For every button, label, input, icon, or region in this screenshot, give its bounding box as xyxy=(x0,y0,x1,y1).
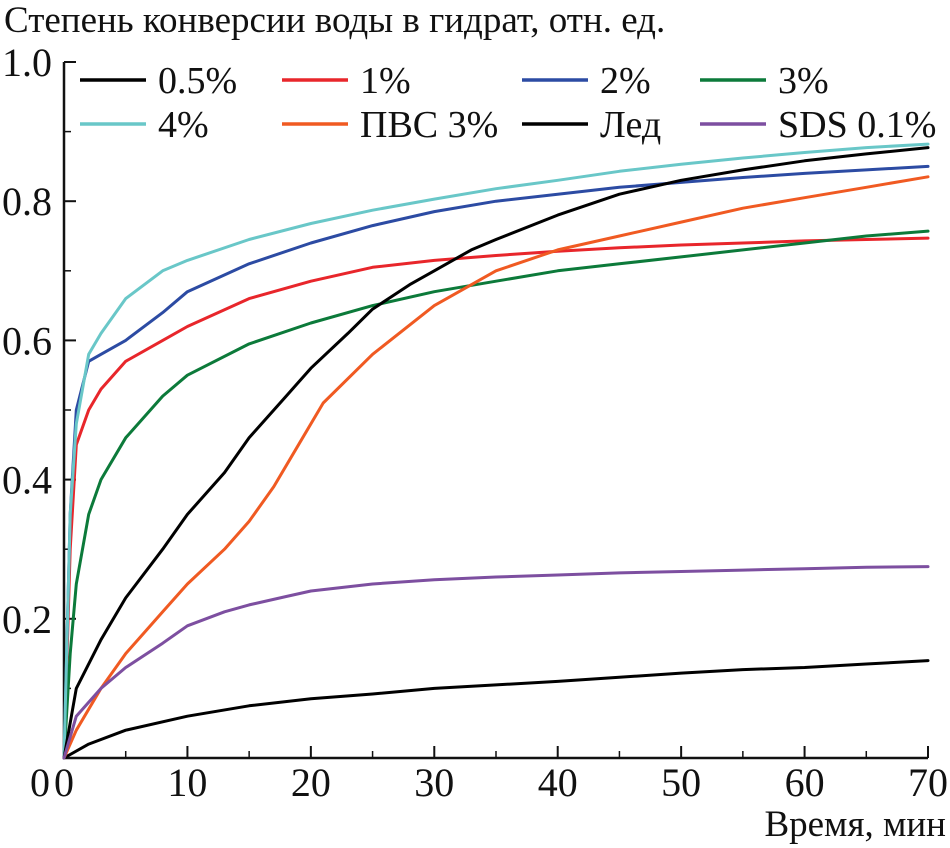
y-tick-label: 1.0 xyxy=(2,40,52,85)
x-tick-label: 60 xyxy=(785,760,825,805)
legend-label: 3% xyxy=(778,60,829,102)
legend-entry: SDS 0.1% xyxy=(700,104,936,146)
legend: 0.5% 1% 2% 3% 4% ПВС 3% Лед SDS 0.1% xyxy=(80,60,936,146)
chart-title: Степень конверсии воды в гидрат, отн. ед… xyxy=(4,0,665,41)
series-line-5 xyxy=(62,142,930,760)
plot-lines xyxy=(62,142,930,760)
series-line-4 xyxy=(62,229,930,760)
y-tick-label: 0.2 xyxy=(2,597,52,642)
x-axis-title: Время, мин xyxy=(764,804,946,845)
series-line-6 xyxy=(62,175,930,760)
series-line-2 xyxy=(62,236,930,760)
series-line-8 xyxy=(62,565,930,760)
legend-label: 2% xyxy=(600,60,651,102)
origin-tick-label: 0 xyxy=(30,760,50,805)
y-tick-label: 0.6 xyxy=(2,318,52,363)
legend-label: SDS 0.1% xyxy=(778,104,936,146)
x-tick-label: 0 xyxy=(54,760,74,805)
y-tick-label: 0.4 xyxy=(2,458,52,503)
legend-label: 0.5% xyxy=(158,60,237,102)
legend-label: 4% xyxy=(158,104,209,146)
legend-entry: 0.5% xyxy=(80,60,237,102)
axes: 0 10 20 30 40 50 60 70 0.2 0.4 0.6 0.8 1.0 0 xyxy=(2,40,948,805)
legend-entry: 1% xyxy=(282,60,411,102)
legend-label: Лед xyxy=(600,104,661,146)
legend-label: 1% xyxy=(360,60,411,102)
x-tick-label: 30 xyxy=(414,760,454,805)
x-tick-label: 20 xyxy=(291,760,331,805)
x-tick-label: 50 xyxy=(661,760,701,805)
x-tick-label: 70 xyxy=(908,760,948,805)
x-tick-label: 10 xyxy=(167,760,207,805)
legend-entry: Лед xyxy=(522,104,661,146)
legend-entry: 2% xyxy=(522,60,651,102)
series-line-7 xyxy=(62,146,930,760)
series-line-1 xyxy=(62,659,930,760)
legend-label: ПВС 3% xyxy=(360,104,498,146)
legend-entry: ПВС 3% xyxy=(282,104,498,146)
legend-entry: 3% xyxy=(700,60,829,102)
legend-entry: 4% xyxy=(80,104,209,146)
x-tick-label: 40 xyxy=(538,760,578,805)
series-line-3 xyxy=(62,164,930,760)
y-tick-label: 0.8 xyxy=(2,179,52,224)
